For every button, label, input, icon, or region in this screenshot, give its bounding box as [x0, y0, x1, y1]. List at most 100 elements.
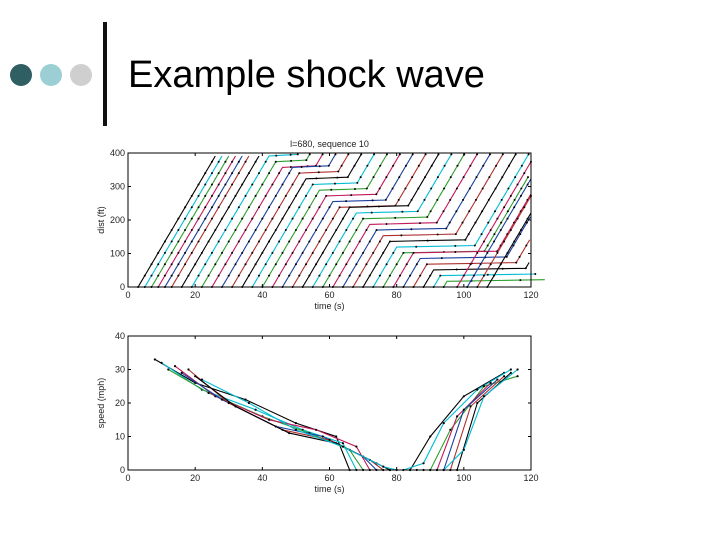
x-axis-label: time (s): [315, 301, 345, 311]
trajectory-point: [308, 240, 311, 243]
speed-point: [288, 432, 291, 435]
trajectory-point: [482, 164, 485, 167]
speed-point: [321, 435, 324, 438]
trajectory-point: [157, 274, 160, 277]
trajectory-point: [311, 217, 314, 220]
trajectory-point: [509, 194, 512, 197]
trajectory-point: [254, 194, 257, 197]
y-tick-label: 200: [110, 215, 125, 225]
trajectory-point: [264, 160, 267, 163]
trajectory-point: [501, 153, 504, 156]
trajectory-point: [378, 274, 381, 277]
trajectory-point: [200, 251, 203, 254]
trajectory-point: [274, 263, 277, 266]
trajectory-point: [190, 194, 193, 197]
trajectory-point: [424, 153, 427, 156]
x-axis-label: time (s): [315, 484, 345, 494]
trajectory-point: [514, 176, 517, 179]
trajectory-point: [278, 274, 281, 277]
trajectory-point: [335, 229, 338, 232]
trajectory-point: [378, 240, 381, 243]
trajectory-point: [271, 183, 274, 186]
trajectory-point: [204, 194, 207, 197]
trajectory-point: [197, 274, 200, 277]
trajectory-point: [467, 233, 470, 236]
trajectory-point: [177, 229, 180, 232]
trajectory-point: [481, 210, 484, 213]
trajectory-point: [268, 274, 271, 277]
trajectory-point: [294, 229, 297, 232]
trajectory-point: [506, 210, 509, 213]
trajectory-point: [328, 206, 331, 209]
speed-point: [194, 375, 197, 378]
trajectory-point: [352, 251, 355, 254]
trajectory-point: [170, 263, 173, 266]
trajectory-point: [462, 198, 465, 201]
speed-point: [516, 368, 519, 371]
trajectory-point: [289, 166, 292, 169]
trajectory-point: [184, 240, 187, 243]
trajectory-line: [352, 154, 504, 288]
trajectory-point: [368, 274, 371, 277]
trajectory-line: [382, 176, 529, 288]
trajectory-point: [325, 194, 328, 197]
trajectory-point: [331, 251, 334, 254]
trajectory-point: [288, 274, 291, 277]
trajectory-point: [455, 210, 458, 213]
trajectory-point: [454, 233, 457, 236]
trajectory-point: [520, 164, 523, 167]
trajectory-point: [480, 233, 483, 236]
trajectory-point: [341, 251, 344, 254]
trajectory-point: [426, 216, 429, 219]
trajectory-point: [298, 274, 301, 277]
speed-line: [201, 369, 518, 471]
trajectory-point: [177, 240, 180, 243]
trajectory-point: [281, 251, 284, 254]
title-divider: [103, 22, 107, 126]
trajectory-point: [264, 229, 267, 232]
trajectory-point: [254, 229, 257, 232]
trajectory-point: [150, 274, 153, 277]
trajectory-point: [247, 240, 250, 243]
trajectory-point: [395, 263, 398, 266]
trajectory-point: [525, 244, 528, 247]
speed-point: [294, 422, 298, 425]
trajectory-point: [336, 176, 339, 179]
trajectory-point: [177, 274, 180, 277]
trajectory-point: [419, 222, 422, 225]
slide-bullets: [10, 64, 100, 86]
trajectory-point: [221, 217, 224, 220]
trajectory-point: [290, 159, 293, 162]
trajectory-point: [534, 273, 537, 276]
trajectory-point: [254, 263, 257, 266]
trajectory-point: [468, 187, 471, 190]
trajectory-line: [151, 155, 230, 288]
trajectory-point: [493, 274, 496, 277]
trajectory-point: [184, 263, 187, 266]
trajectory-point: [325, 229, 328, 232]
trajectory-point: [187, 274, 190, 277]
speed-point: [355, 445, 358, 448]
trajectory-point: [301, 183, 304, 186]
speed-line: [161, 362, 512, 471]
trajectory-point: [469, 263, 472, 266]
trajectory-point: [268, 206, 271, 209]
trajectory-point: [347, 153, 350, 156]
trajectory-point: [443, 164, 446, 167]
trajectory-point: [217, 183, 220, 186]
trajectory-point: [410, 198, 413, 201]
trajectory-point: [500, 198, 503, 201]
speed-point: [476, 388, 479, 391]
trajectory-point: [523, 172, 526, 175]
trajectory-point: [516, 217, 519, 220]
trajectory-point: [512, 244, 515, 247]
trajectory-point: [231, 251, 234, 254]
trajectory-point: [455, 268, 458, 271]
trajectory-point: [207, 240, 210, 243]
trajectory-point: [274, 160, 277, 163]
trajectory-point: [210, 194, 213, 197]
trajectory-point: [241, 217, 244, 220]
speed-point: [254, 408, 257, 411]
trajectory-point: [327, 164, 330, 167]
trajectory-point: [507, 164, 510, 167]
